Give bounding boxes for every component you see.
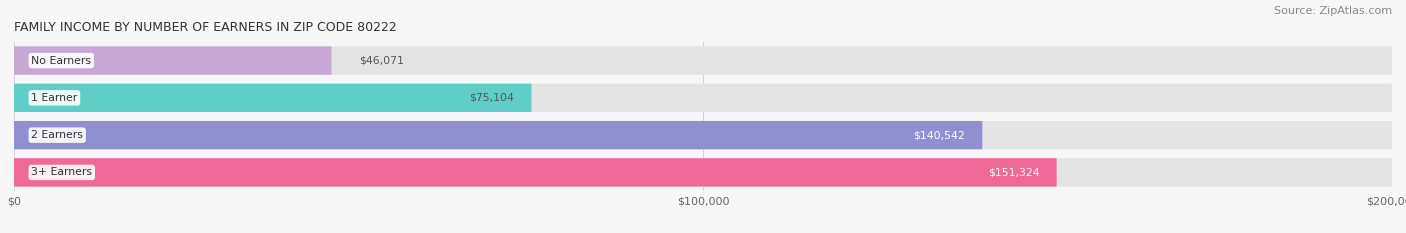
FancyBboxPatch shape: [14, 84, 531, 112]
Text: $75,104: $75,104: [470, 93, 515, 103]
Text: $151,324: $151,324: [988, 168, 1039, 177]
Text: 1 Earner: 1 Earner: [31, 93, 77, 103]
Text: 3+ Earners: 3+ Earners: [31, 168, 93, 177]
Text: 2 Earners: 2 Earners: [31, 130, 83, 140]
FancyBboxPatch shape: [14, 121, 1392, 149]
FancyBboxPatch shape: [14, 46, 1392, 75]
FancyBboxPatch shape: [14, 46, 332, 75]
Text: $46,071: $46,071: [359, 56, 404, 65]
FancyBboxPatch shape: [14, 158, 1056, 187]
FancyBboxPatch shape: [14, 158, 1392, 187]
Text: No Earners: No Earners: [31, 56, 91, 65]
Text: $140,542: $140,542: [914, 130, 965, 140]
Text: FAMILY INCOME BY NUMBER OF EARNERS IN ZIP CODE 80222: FAMILY INCOME BY NUMBER OF EARNERS IN ZI…: [14, 21, 396, 34]
Text: Source: ZipAtlas.com: Source: ZipAtlas.com: [1274, 6, 1392, 16]
FancyBboxPatch shape: [14, 84, 1392, 112]
FancyBboxPatch shape: [14, 121, 983, 149]
